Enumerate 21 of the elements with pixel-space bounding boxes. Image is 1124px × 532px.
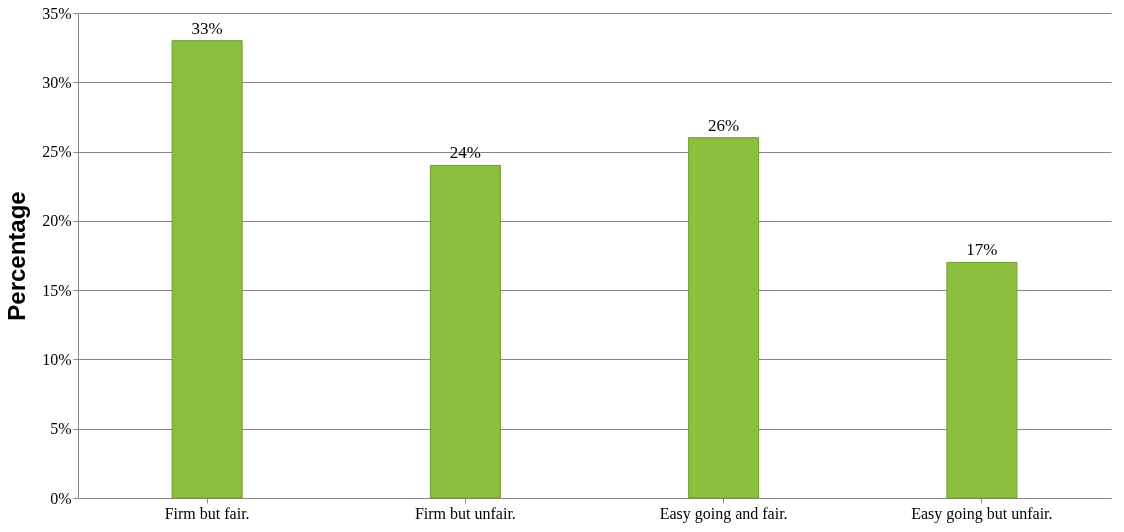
x-tick-label: Easy going but unfair.	[911, 504, 1053, 523]
data-label: 24%	[449, 143, 481, 163]
x-tick-label: Firm but unfair.	[414, 504, 516, 522]
x-tick-label: Easy going and fair.	[659, 504, 788, 523]
y-tick-label: 5%	[50, 420, 72, 438]
bar	[171, 40, 243, 499]
bar	[688, 137, 760, 499]
y-tick-label: 10%	[42, 350, 72, 368]
data-label: 26%	[708, 115, 740, 135]
y-tick-label: 25%	[42, 143, 72, 161]
y-tick-label: 20%	[42, 212, 72, 230]
bar	[946, 261, 1018, 499]
y-tick-label: 30%	[42, 73, 72, 91]
x-tick-label: Firm but fair.	[164, 504, 250, 522]
y-tick-label: 0%	[50, 489, 72, 507]
y-tick-label: 15%	[42, 281, 72, 299]
y-tick-label: 35%	[42, 4, 72, 22]
data-label: 33%	[191, 18, 223, 38]
y-axis-title: Percentage	[3, 191, 31, 321]
bar	[429, 164, 501, 499]
data-label: 17%	[966, 240, 998, 260]
